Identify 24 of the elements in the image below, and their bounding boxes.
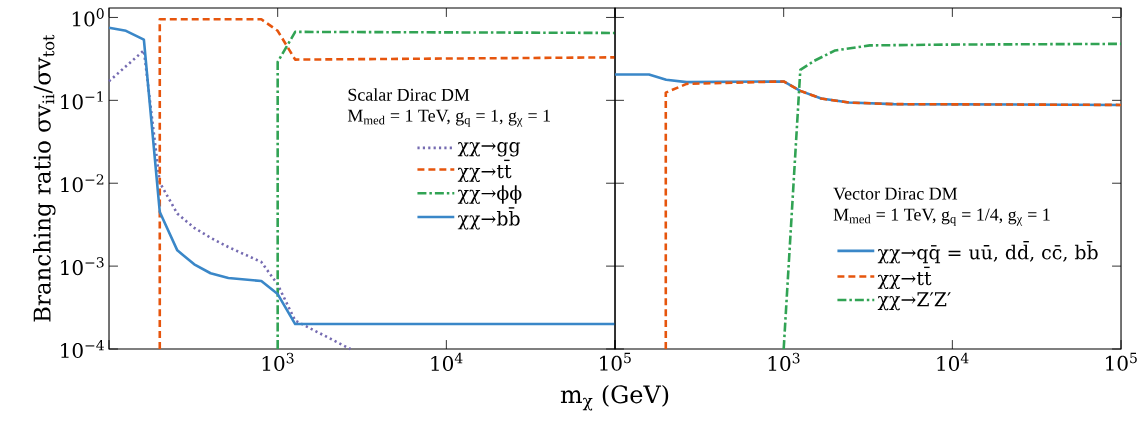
legend-label: χχ→tt̄ — [457, 159, 512, 183]
legend-label: χχ→qq̄ = uū, dd̄, cc̄, bb̄ — [877, 241, 1098, 264]
y-tick-label: 10$^{−3}$ — [61, 257, 104, 276]
y-tick-label: 10$^{−1}$ — [61, 91, 103, 110]
x-axis-title: m$_{χ}$ (GeV) — [560, 384, 669, 411]
annotation: Scalar Dirac DM — [348, 88, 470, 101]
legend-label: χχ→gg — [457, 142, 521, 157]
legend-label: χχ→tt̄ — [877, 266, 932, 290]
annotation: M$_{med}$ = 1 TeV, g$_{q}$ = 1, g$_{χ}$ = 1 — [347, 109, 550, 127]
x-tick-label: 10$^{5}$ — [600, 352, 631, 371]
legend-label: χχ→ϕϕ — [457, 185, 522, 204]
x-tick-label: 10$^{4}$ — [431, 352, 463, 372]
x-tick-label: 10$^{4}$ — [937, 352, 969, 371]
legend-label: χχ→Z′Z′ — [877, 292, 951, 311]
y-tick-label: 10$^{−4}$ — [61, 339, 104, 359]
annotation: M$_{med}$ = 1 TeV, g$_{q}$ = 1/4, g$_{χ}$ = 1 — [833, 208, 1050, 226]
x-tick-label: 10$^{5}$ — [1106, 352, 1137, 371]
y-tick-label: 10$^{−2}$ — [61, 174, 104, 193]
x-tick-label: 10$^{3}$ — [768, 352, 800, 371]
y-tick-label: 10$^{0}$ — [72, 8, 104, 27]
x-tick-label: 10$^{3}$ — [262, 352, 294, 372]
y-axis-title: Branching ratio σv$_{ii}$/σv$_{tot}$ — [33, 34, 56, 322]
legend-label: χχ→bb̄ — [457, 207, 520, 230]
annotation: Vector Dirac DM — [833, 187, 958, 200]
